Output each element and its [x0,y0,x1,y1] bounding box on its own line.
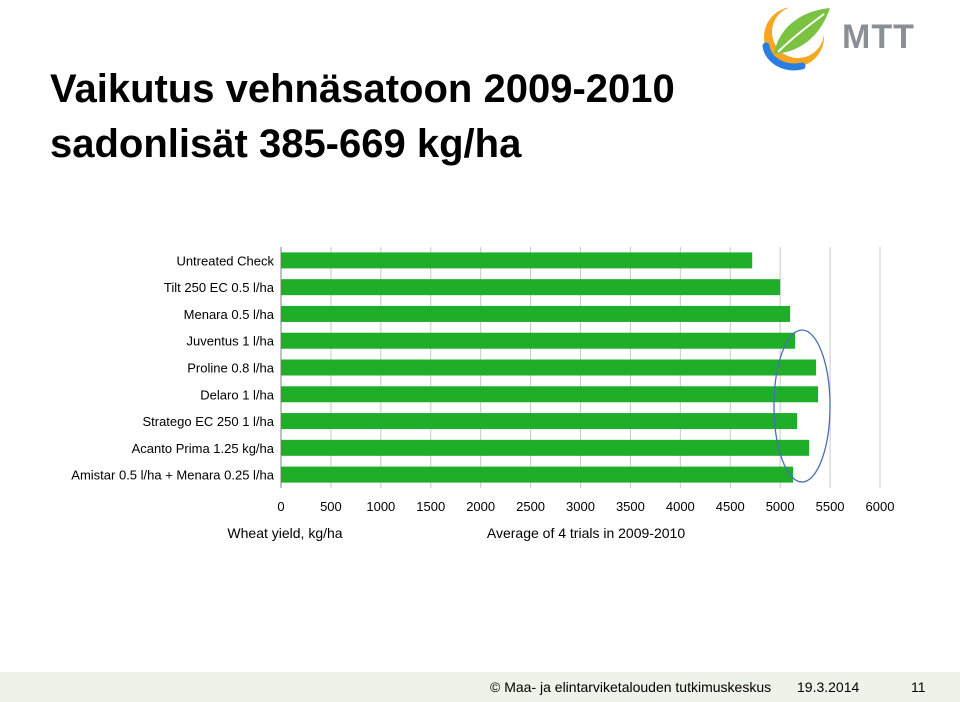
annotation: Average of 4 trials in 2009-2010 [487,525,685,541]
x-tick-label: 0 [277,499,284,514]
bar [281,386,819,403]
bar [281,439,810,456]
bar [281,359,817,376]
category-label: Stratego EC 250 1 l/ha [142,414,274,429]
x-axis-label: Wheat yield, kg/ha [227,525,342,541]
x-tick-label: 500 [320,499,342,514]
bar [281,466,794,483]
bar [281,413,798,430]
bar [281,252,753,269]
footer-copyright: © Maa- ja elintarviketalouden tutkimuske… [490,679,772,695]
logo-text: MTT [842,18,915,56]
category-label: Acanto Prima 1.25 kg/ha [132,441,275,456]
x-tick-label: 3500 [616,499,645,514]
footer-bar [0,672,960,702]
x-tick-label: 5000 [766,499,795,514]
category-label: Juventus 1 l/ha [187,334,275,349]
x-tick-label: 1500 [416,499,445,514]
category-label: Proline 0.8 l/ha [187,361,274,376]
x-tick-label: 4000 [666,499,695,514]
category-label: Untreated Check [176,253,274,268]
leaf-icon [762,6,830,71]
category-label: Menara 0.5 l/ha [184,307,275,322]
yield-bar-chart: Untreated Check Tilt 250 EC 0.5 l/ha Menar… [71,247,895,541]
bar [281,332,796,349]
bar [281,305,791,322]
x-tick-label: 5500 [816,499,845,514]
category-label: Amistar 0.5 l/ha + Menara 0.25 l/ha [71,468,274,483]
x-tick-label: 4500 [716,499,745,514]
x-tick-label: 2500 [516,499,545,514]
slide-title: Vaikutus vehnäsatoon 2009-2010 sadonlisä… [50,62,675,172]
highlight-ellipse [773,329,831,483]
category-label: Tilt 250 EC 0.5 l/ha [164,280,275,295]
bar [281,279,781,296]
page-number: 11 [911,679,926,695]
title-line-1: Vaikutus vehnäsatoon 2009-2010 [50,67,675,111]
title-line-2: sadonlisät 385-669 kg/ha [50,122,522,166]
category-label: Delaro 1 l/ha [200,387,274,402]
mtt-logo [762,6,830,71]
x-tick-label: 1000 [366,499,395,514]
x-tick-label: 6000 [866,499,895,514]
footer-background [0,672,960,702]
footer-date: 19.3.2014 [797,679,860,695]
x-tick-label: 3000 [566,499,595,514]
x-tick-label: 2000 [466,499,495,514]
